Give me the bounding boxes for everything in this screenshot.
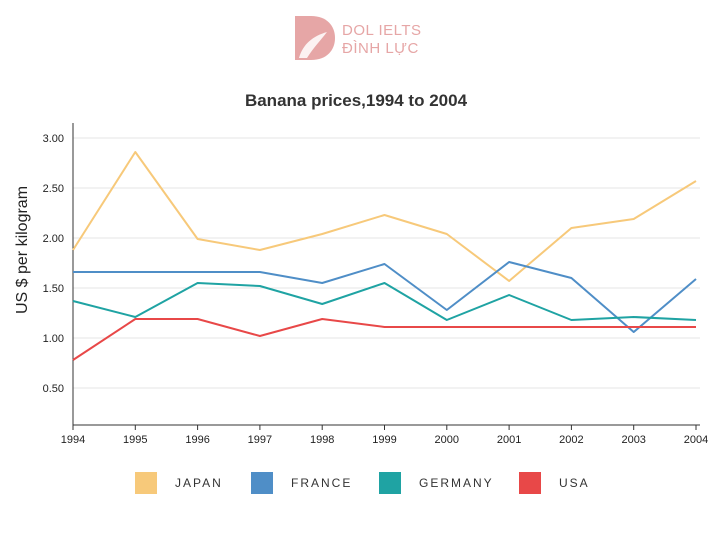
y-tick-labels: 0.50 1.00 1.50 2.00 2.50 3.00: [43, 133, 64, 395]
x-tick-label: 1998: [310, 434, 334, 446]
brand-name: DOL IELTS ĐÌNH LỰC: [342, 22, 422, 58]
legend-item-france: FRANCE: [251, 472, 352, 494]
x-tick-label: 1996: [185, 434, 209, 446]
legend-item-germany: GERMANY: [379, 472, 494, 494]
legend-item-usa: USA: [519, 472, 590, 494]
legend: JAPAN FRANCE GERMANY USA: [0, 472, 712, 494]
series-lines: [72, 151, 697, 361]
legend-swatch: [519, 472, 541, 494]
x-tick-labels: 1994 1995 1996 1997 1998 1999 2000 2001 2002 2003…: [61, 425, 708, 446]
legend-swatch: [379, 472, 401, 494]
x-tick-label: 2000: [435, 434, 459, 446]
x-tick-label: 2001: [497, 434, 521, 446]
legend-swatch: [135, 472, 157, 494]
y-axis-label: US $ per kilogram: [14, 186, 31, 314]
legend-label: GERMANY: [419, 476, 494, 490]
legend-label: FRANCE: [291, 476, 353, 490]
y-tick-label: 1.00: [43, 333, 64, 345]
brand-line-2: ĐÌNH LỰC: [342, 40, 419, 57]
y-tick-label: 3.00: [43, 133, 64, 145]
legend-item-japan: JAPAN: [135, 472, 223, 494]
chart-title: Banana prices,1994 to 2004: [244, 91, 468, 110]
x-tick-label: 1999: [372, 434, 396, 446]
brand-line-1: DOL IELTS: [342, 22, 422, 39]
y-tick-label: 2.00: [43, 233, 64, 245]
grid-lines: [73, 137, 700, 389]
x-tick-label: 2002: [559, 434, 583, 446]
series-line-japan: [72, 151, 697, 282]
x-tick-label: 1994: [61, 434, 85, 446]
x-tick-label: 2004: [684, 434, 708, 446]
brand-logo-icon: [295, 16, 335, 60]
y-tick-label: 2.50: [43, 183, 64, 195]
legend-label: USA: [559, 476, 590, 490]
series-line-usa: [72, 318, 696, 361]
series-line-germany: [72, 282, 697, 321]
series-line-france: [73, 261, 697, 333]
x-tick-label: 1997: [248, 434, 272, 446]
legend-swatch: [251, 472, 273, 494]
x-tick-label: 2003: [621, 434, 645, 446]
x-tick-label: 1995: [123, 434, 147, 446]
y-tick-label: 1.50: [43, 283, 64, 295]
legend-label: JAPAN: [175, 476, 223, 490]
y-tick-label: 0.50: [43, 383, 64, 395]
